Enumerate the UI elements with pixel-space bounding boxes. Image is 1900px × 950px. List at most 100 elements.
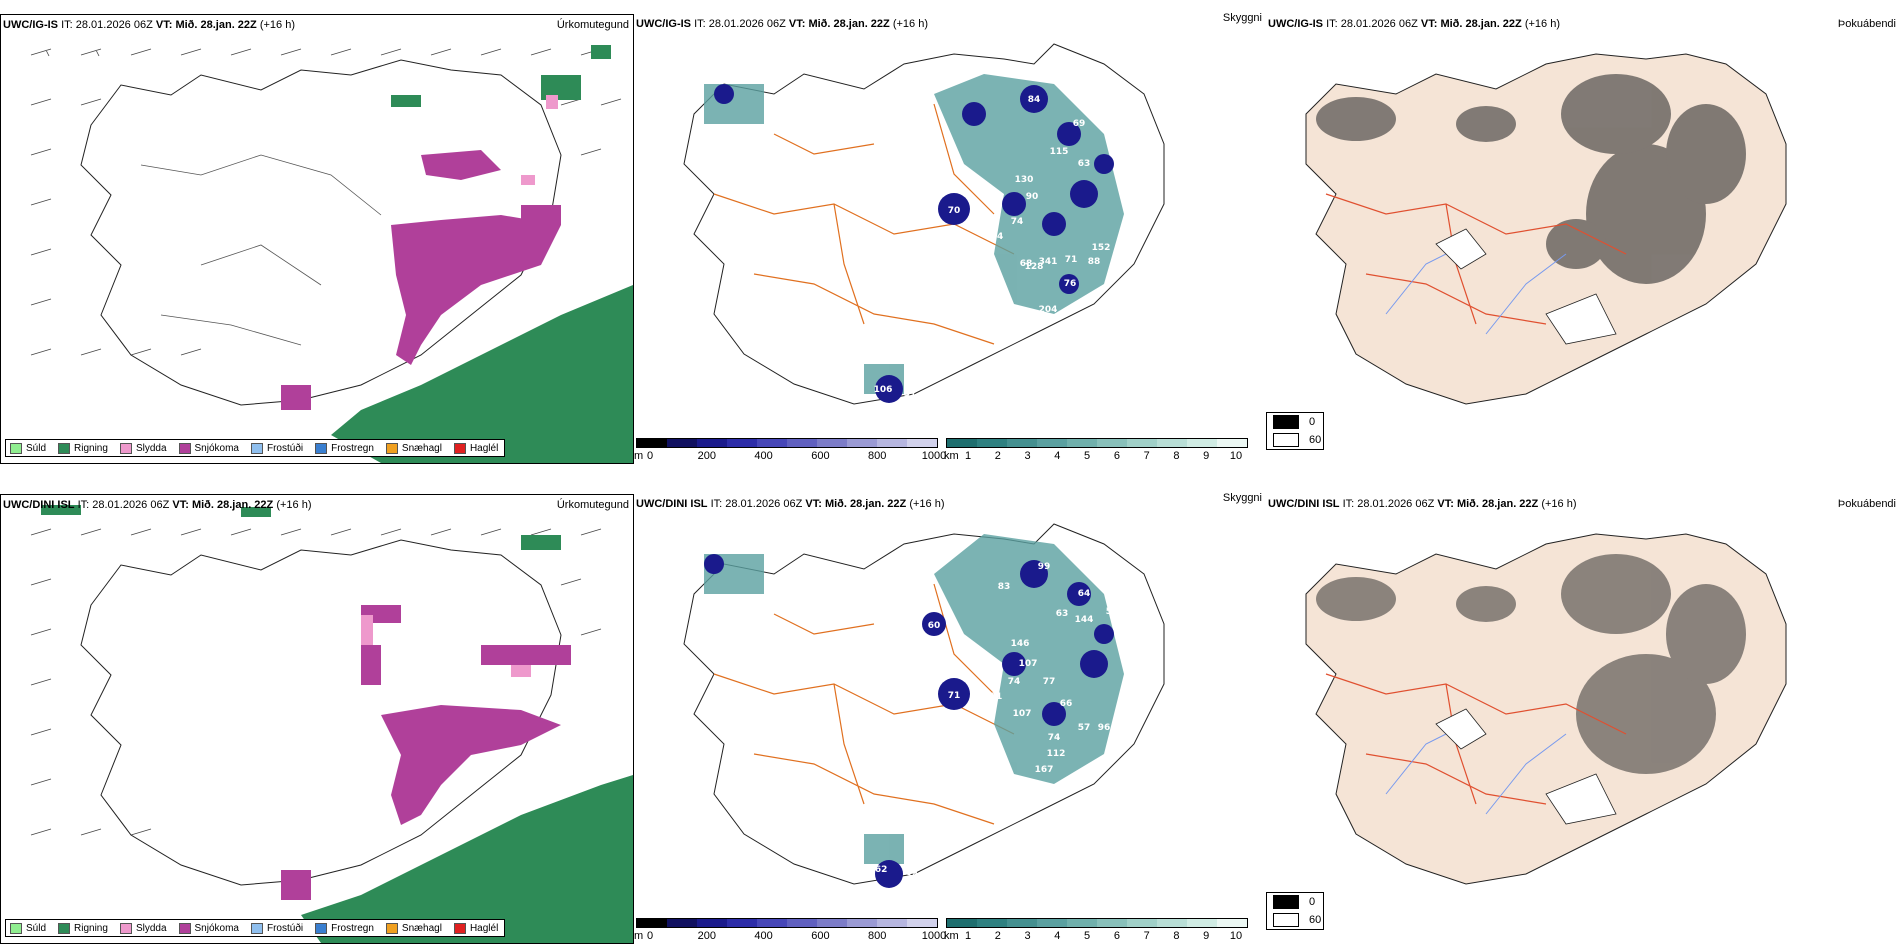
- map-label: 63: [1056, 609, 1069, 619]
- map-label: 31: [904, 389, 917, 399]
- cloudbase-labels: 99 83 64 63 50 146 107 74 81 77 66 57 74…: [869, 562, 1119, 881]
- colorbar-swatch: [1067, 919, 1097, 927]
- map-label: 76: [1064, 279, 1077, 289]
- colorbar-tick: 5: [1084, 930, 1091, 942]
- map-label: 37: [908, 847, 921, 857]
- colorbar-tick: 2: [994, 930, 1001, 942]
- colorbar-swatch: [727, 439, 757, 447]
- map-label: 66: [1060, 699, 1073, 709]
- wind-barbs: [30, 528, 602, 836]
- cloudbase-areas: [704, 554, 1114, 888]
- visibility-map-row2: 99 83 64 63 50 146 107 74 81 77 66 57 74…: [683, 523, 1165, 888]
- map-label: 77: [1043, 677, 1056, 687]
- colorbar-tick: 800: [868, 450, 887, 462]
- map-label: 71: [1065, 255, 1078, 265]
- map-label: 156: [1122, 191, 1141, 201]
- colorbar-swatch: [1037, 919, 1067, 927]
- visibility-map-row1: 84 69 70 115 130 90 74 84 68 341 71 88 7…: [683, 43, 1165, 405]
- colorbar-swatch: [977, 919, 1007, 927]
- colorbar-swatch: [1217, 919, 1247, 927]
- iceland-outline: [1305, 533, 1787, 885]
- snow-areas: [281, 150, 561, 410]
- colorbar-swatch: [977, 439, 1007, 447]
- field-name: Skyggni: [1222, 492, 1262, 504]
- cloudbase-colorbar-row1: m 0 200 400 600 800 1000: [634, 438, 946, 462]
- map-label: 88: [1088, 257, 1101, 267]
- colorbar-tick: 8: [1173, 930, 1180, 942]
- colorbar-tick: 400: [754, 450, 773, 462]
- iceland-outline: [80, 539, 562, 886]
- map-label: 144: [1075, 615, 1094, 625]
- map-label: 262: [869, 865, 888, 875]
- panel-title: UWC/DINI ISL IT: 28.01.2026 06Z VT: Mið.…: [1268, 498, 1577, 510]
- colorbar-tick: 600: [811, 450, 830, 462]
- map-label: 167: [1035, 765, 1054, 775]
- map-label: 106: [874, 385, 893, 395]
- colorbar-swatch: [1157, 919, 1187, 927]
- fog-map-row2: [1305, 533, 1787, 885]
- legend-item: Súld: [10, 442, 46, 454]
- colorbar-swatch: [697, 919, 727, 927]
- colorbar-tick: 200: [697, 930, 716, 942]
- colorbar-swatch: [947, 919, 977, 927]
- fog-map-row1: [1305, 53, 1787, 405]
- fog-panel-row1: UWC/IG-IS IT: 28.01.2026 06Z VT: Mið. 28…: [1266, 14, 1900, 464]
- legend-item: Haglél: [453, 442, 498, 454]
- map-label: 57: [1078, 723, 1091, 733]
- colorbar-swatch: [907, 439, 937, 447]
- map-label: 204: [1039, 305, 1058, 315]
- colorbar-tick: 3: [1024, 930, 1031, 942]
- map-label: 69: [1073, 119, 1086, 129]
- visibility-colorbar-row2: km 1 2 3 4 5 6 7 8 9 10: [944, 918, 1248, 942]
- map-label: 96: [1098, 723, 1111, 733]
- wind-barbs: [30, 48, 622, 356]
- fog-legend-row2: 0 60: [1266, 892, 1324, 930]
- legend-item: Frostúði: [250, 922, 303, 934]
- map-label: 64: [1078, 589, 1091, 599]
- fog-shading: [1316, 74, 1746, 284]
- legend-item: Rigning: [58, 442, 108, 454]
- map-label: 77: [1071, 303, 1084, 313]
- panel-title: UWC/IG-IS IT: 28.01.2026 06Z VT: Mið. 28…: [1268, 18, 1560, 30]
- panel-title: UWC/IG-IS IT: 28.01.2026 06Z VT: Mið. 28…: [636, 18, 928, 30]
- legend-item: Frostregn: [315, 922, 374, 934]
- map-label: 83: [998, 582, 1011, 592]
- colorbar-swatch: [1097, 919, 1127, 927]
- map-label: 60: [928, 621, 941, 631]
- colorbar-swatch: [1217, 439, 1247, 447]
- colorbar-swatch: [1007, 439, 1037, 447]
- colorbar-tick: 6: [1113, 450, 1120, 462]
- snow-areas: [281, 605, 571, 900]
- colorbar-tick: 4: [1054, 450, 1061, 462]
- precip-type-panel-row2: Súld Rigning Slydda Snjókoma Frostúði Fr…: [0, 494, 634, 944]
- map-label: 130: [1015, 175, 1034, 185]
- field-name: Þokuábendi: [1837, 18, 1896, 30]
- map-label: 99: [1038, 562, 1051, 572]
- colorbar-tick: 1: [964, 930, 972, 942]
- map-label: 63: [1078, 159, 1091, 169]
- glacier: [1435, 708, 1617, 825]
- colorbar-tick: 0: [646, 450, 654, 462]
- precip-legend-row1: Súld Rigning Slydda Snjókoma Frostúði Fr…: [5, 439, 506, 457]
- colorbar-swatch: [697, 439, 727, 447]
- map-label: 34: [906, 871, 919, 881]
- colorbar-tick: 800: [868, 930, 887, 942]
- colorbar-swatch: [667, 919, 697, 927]
- colorbar-tick: 1000: [921, 450, 947, 462]
- legend-item: Snæhagl: [385, 922, 442, 934]
- map-label: 107: [1013, 709, 1032, 719]
- sleet-areas: [521, 95, 558, 185]
- field-name: Úrkomutegund: [556, 499, 629, 511]
- colorbar-tick: 1: [964, 450, 972, 462]
- colorbar-swatch: [637, 919, 667, 927]
- precip-legend-row2: Súld Rigning Slydda Snjókoma Frostúði Fr…: [5, 919, 506, 937]
- map-label: 115: [1050, 147, 1069, 157]
- cloudbase-labels: 84 69 70 115 130 90 74 84 68 341 71 88 7…: [874, 95, 1141, 399]
- field-name: Úrkomutegund: [556, 19, 629, 31]
- colorbar-swatch: [877, 919, 907, 927]
- colorbar-tick: 5: [1084, 450, 1091, 462]
- map-label: 70: [948, 206, 961, 216]
- map-label: 74: [1008, 677, 1021, 687]
- colorbar-swatch: [1127, 439, 1157, 447]
- colorbar-tick: 8: [1173, 450, 1180, 462]
